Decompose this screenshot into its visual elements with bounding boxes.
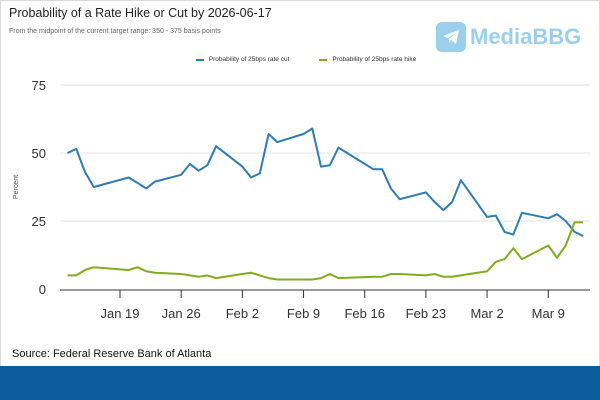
y-tick-label: 50 — [32, 146, 46, 161]
source-note: Source: Federal Reserve Bank of Atlanta — [12, 348, 212, 360]
legend-swatch-hike — [319, 58, 328, 61]
footer-bar — [0, 366, 600, 400]
x-tick-label: Mar 2 — [470, 306, 503, 321]
x-tick-label: Feb 16 — [344, 306, 384, 321]
x-tick-label: Jan 19 — [100, 306, 139, 321]
y-tick-label: 75 — [32, 78, 46, 93]
x-tick-label: Feb 2 — [226, 306, 259, 321]
y-axis-label: Percent — [13, 175, 20, 199]
x-tick-label: Jan 26 — [162, 306, 201, 321]
series-line-cut — [67, 127, 584, 237]
y-tick-label: 25 — [32, 214, 46, 229]
x-tick-label: Mar 9 — [532, 306, 565, 321]
legend-item-cut[interactable]: Probability of 25bps rate cut — [195, 56, 290, 63]
telegram-icon — [436, 22, 466, 52]
x-tick-label: Feb 9 — [287, 306, 320, 321]
legend-label-cut: Probability of 25bps rate cut — [208, 56, 290, 63]
watermark-text: MediaBBG — [470, 24, 582, 49]
legend-label-hike: Probability of 25bps rate hike — [332, 56, 417, 63]
watermark: MediaBBG — [436, 22, 581, 52]
y-tick-label: 0 — [39, 282, 46, 297]
legend-swatch-cut — [195, 58, 204, 61]
x-tick-label: Feb 23 — [406, 306, 446, 321]
line-chart: 0 25 50 75 Percent Jan 19 Jan 26 Feb 2 Feb 9 Feb … — [13, 78, 590, 321]
chart-title: Probability of a Rate Hike or Cut by 202… — [9, 6, 272, 20]
chart-subtitle: From the midpoint of the current target … — [9, 28, 221, 35]
legend: Probability of 25bps rate cut Probabilit… — [0, 56, 600, 63]
legend-item-hike[interactable]: Probability of 25bps rate hike — [319, 56, 416, 63]
series-line-hike — [67, 221, 584, 281]
